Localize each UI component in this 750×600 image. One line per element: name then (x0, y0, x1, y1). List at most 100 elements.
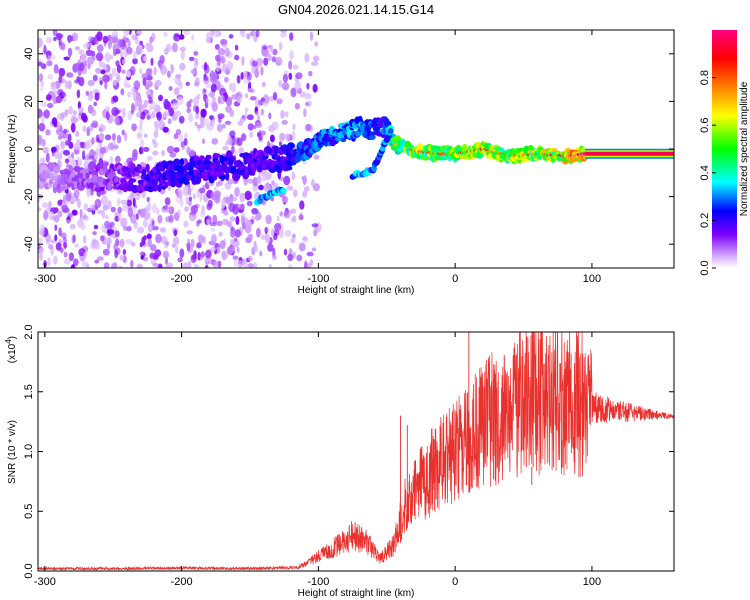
noise-cell (79, 62, 85, 72)
noise-cell (115, 60, 120, 67)
noise-cell (46, 36, 53, 44)
noise-cell (256, 227, 261, 238)
noise-cell (257, 58, 262, 68)
noise-cell (153, 66, 157, 76)
noise-cell (270, 196, 275, 202)
noise-cell (263, 57, 269, 66)
noise-cell (90, 189, 94, 196)
noise-cell (287, 264, 293, 268)
noise-cell (190, 238, 195, 248)
noise-cell (188, 113, 194, 123)
noise-cell (63, 251, 68, 258)
noise-cell (90, 106, 95, 114)
noise-cell (107, 200, 112, 210)
noise-cell (231, 145, 235, 155)
noise-cell (167, 118, 172, 125)
noise-cell (247, 255, 253, 262)
noise-cell (115, 117, 120, 126)
noise-cell (72, 258, 79, 267)
noise-cell (51, 82, 55, 88)
noise-cell (229, 130, 236, 138)
noise-cell (176, 96, 184, 106)
noise-cell (145, 90, 152, 97)
noise-cell (189, 211, 197, 216)
noise-cell (179, 62, 186, 71)
noise-cell (202, 138, 206, 145)
noise-cell (38, 122, 46, 132)
noise-cell (267, 243, 274, 252)
noise-cell (112, 36, 119, 44)
noise-cell (180, 46, 186, 52)
noise-cell (45, 129, 51, 136)
noise-cell (53, 36, 57, 42)
noise-cell (130, 192, 134, 201)
noise-cell (173, 229, 178, 237)
noise-cell (143, 211, 151, 221)
noise-cell (94, 242, 101, 250)
ridge-cell (199, 155, 205, 160)
noise-cell (265, 214, 272, 225)
noise-cell (69, 223, 76, 230)
colorbar-tick-label: 0.4 (699, 165, 711, 180)
noise-cell (215, 181, 220, 187)
noise-cell (53, 207, 59, 213)
noise-cell (68, 252, 74, 261)
noise-cell (235, 215, 240, 225)
noise-cell (224, 120, 232, 125)
ridge-cell (188, 165, 194, 172)
y-tick-label: 0 (23, 146, 35, 152)
noise-cell (179, 248, 185, 258)
noise-cell (209, 221, 217, 227)
noise-cell (135, 111, 142, 118)
noise-cell (71, 152, 75, 159)
ridge-cell (372, 126, 381, 132)
ridge-cell (354, 130, 362, 137)
noise-cell (117, 206, 122, 214)
noise-cell (56, 33, 64, 39)
noise-cell (43, 44, 47, 55)
x-tick-label: 0 (452, 576, 458, 588)
noise-cell (306, 82, 310, 90)
noise-cell (147, 201, 152, 212)
noise-cell (244, 190, 252, 201)
x-tick-label: -100 (307, 273, 329, 285)
noise-cell (112, 95, 119, 103)
x-tick-label: 0 (452, 273, 458, 285)
noise-cell (216, 220, 223, 226)
snr-panel: -300 -200 -100 0 100 0.0 0.5 1.0 1.5 2.0 Height … (4, 324, 675, 599)
branch-cell-lower (280, 187, 287, 194)
noise-cell (234, 237, 238, 242)
noise-cell (188, 56, 195, 62)
noise-cell (196, 242, 202, 249)
noise-cell (93, 101, 97, 107)
noise-cell (288, 72, 293, 80)
noise-cell (268, 263, 273, 268)
noise-cell (261, 81, 266, 88)
noise-cell (243, 261, 248, 268)
noise-cell (216, 56, 221, 67)
noise-cell (87, 93, 94, 102)
noise-cell (234, 44, 239, 51)
noise-cell (280, 30, 287, 34)
ridge-cell (96, 162, 102, 171)
noise-cell (298, 214, 304, 220)
noise-cell (107, 142, 115, 151)
noise-cell (115, 238, 120, 247)
noise-cell (66, 219, 71, 224)
noise-cell (312, 55, 320, 62)
noise-cell (114, 230, 120, 238)
noise-cell (210, 227, 216, 232)
noise-cell (236, 246, 240, 253)
noise-cell (100, 235, 105, 242)
noise-cell (248, 131, 254, 139)
noise-cell (88, 155, 95, 160)
noise-cell (129, 66, 136, 76)
noise-cell (157, 263, 163, 268)
noise-cell (85, 90, 90, 96)
noise-cell (311, 247, 317, 252)
noise-cell (200, 108, 207, 118)
noise-cell (54, 224, 58, 231)
noise-cell (212, 260, 219, 268)
noise-cell (234, 229, 241, 238)
noise-cell (191, 34, 195, 41)
